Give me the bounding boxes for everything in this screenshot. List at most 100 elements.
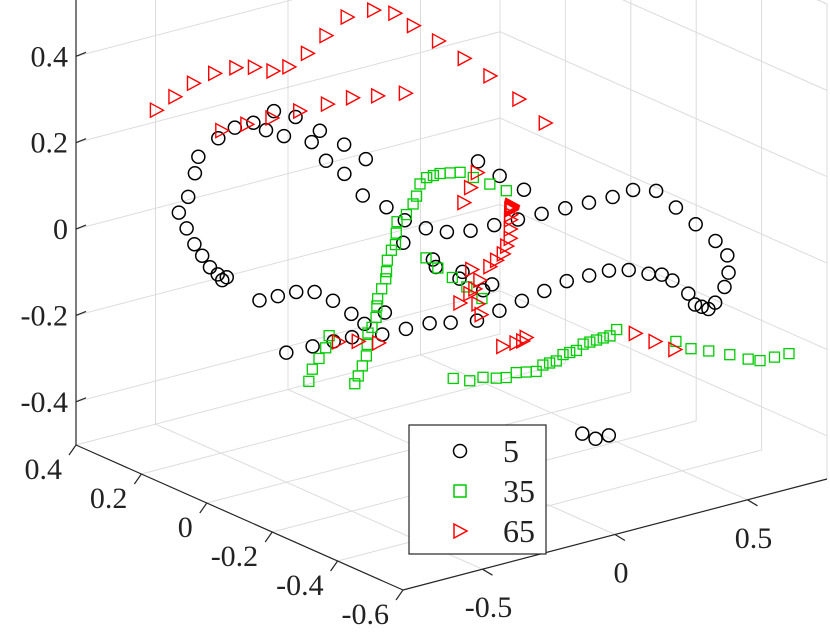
y-tick-mark — [614, 533, 626, 542]
x-tick-mark — [199, 502, 208, 514]
data-point-triangle — [351, 333, 367, 350]
x-tick-label: -0.6 — [342, 598, 390, 631]
data-point-square — [584, 336, 596, 348]
data-point-circle — [558, 201, 573, 216]
data-point-circle — [179, 221, 194, 236]
data-point-circle — [721, 265, 736, 280]
data-point-square — [370, 311, 382, 324]
z-tick-label: 0 — [53, 213, 68, 246]
data-point-triangle — [503, 230, 519, 247]
data-point-circle — [470, 154, 486, 169]
data-point-circle — [694, 299, 709, 315]
data-point-square — [371, 300, 383, 312]
data-point-circle — [534, 206, 549, 222]
data-point-square — [742, 353, 754, 365]
data-point-square — [543, 357, 556, 369]
data-point-circle — [246, 115, 261, 131]
data-point-triangle — [463, 285, 479, 302]
data-point-square — [557, 348, 569, 361]
data-point-circle — [601, 428, 617, 443]
data-point-square — [371, 293, 384, 305]
box-edge — [816, 0, 828, 5]
data-point-triangle — [406, 17, 422, 34]
data-point-circle — [486, 217, 502, 233]
x-tick-mark — [330, 560, 339, 572]
data-point-circle — [439, 224, 455, 240]
data-point-square — [754, 354, 766, 367]
data-point-triangle — [168, 88, 184, 105]
data-point-circle — [575, 426, 590, 441]
legend: 5 35 65 — [408, 424, 547, 555]
data-point-circle — [688, 217, 703, 232]
y-tick-label: 0 — [614, 557, 629, 590]
data-point-circle — [452, 271, 467, 286]
data-point-square — [389, 238, 402, 251]
data-point-square — [550, 355, 562, 367]
data-point-square — [477, 371, 489, 383]
data-point-circle — [717, 279, 732, 295]
y-tick-label: 0.5 — [735, 522, 773, 555]
data-point-square — [380, 266, 393, 278]
data-point-circle — [276, 128, 292, 144]
data-point-square — [476, 292, 488, 305]
data-point-triangle — [519, 329, 535, 346]
data-point-triangle — [496, 245, 512, 263]
data-point-square — [447, 372, 459, 385]
data-point-square — [414, 178, 426, 190]
x-tick-label: 0.4 — [25, 453, 63, 486]
data-point-circle — [211, 131, 226, 146]
data-point-square — [604, 330, 616, 342]
data-point-circle — [492, 168, 507, 184]
data-point-triangle — [371, 334, 388, 352]
data-point-square — [484, 178, 496, 190]
data-point-square — [724, 349, 736, 361]
data-point-square — [303, 375, 315, 387]
data-point-circle — [252, 293, 267, 308]
axis-layer — [68, 0, 828, 601]
data-point-square — [444, 167, 456, 179]
data-point-square — [570, 344, 583, 357]
data-point-square — [783, 347, 795, 360]
data-point-circle — [227, 120, 243, 135]
legend-marker-circle — [452, 443, 468, 459]
z-tick-label: 0.4 — [31, 40, 69, 73]
data-point-square — [349, 378, 361, 390]
data-point-square — [376, 283, 388, 295]
data-point-triangle — [505, 197, 521, 214]
data-point-circle — [215, 272, 230, 288]
data-point-triangle — [319, 27, 335, 44]
data-point-circle — [463, 223, 478, 238]
data-point-square — [362, 327, 374, 339]
y-tick-mark — [482, 568, 493, 576]
x-tick-mark — [395, 589, 404, 601]
legend-label-series-1: 5 — [503, 433, 519, 469]
data-point-triangle — [320, 95, 336, 113]
data-point-square — [391, 216, 403, 228]
data-point-triangle — [186, 75, 202, 92]
x-tick-mark — [264, 531, 273, 543]
data-point-triangle — [516, 332, 532, 350]
data-point-circle — [668, 200, 684, 215]
gridline-x — [141, 362, 566, 475]
data-point-triangle — [282, 58, 298, 76]
data-point-square — [590, 334, 603, 346]
data-point-circle — [708, 233, 723, 249]
data-point-triangle — [468, 280, 484, 298]
x-tick-label: -0.4 — [276, 569, 324, 602]
data-point-square — [420, 252, 432, 264]
data-point-square — [500, 185, 513, 197]
x-tick-label: -0.2 — [211, 540, 259, 573]
data-point-circle — [318, 153, 334, 169]
data-point-circle — [180, 189, 196, 205]
x-tick-label: 0.2 — [90, 482, 128, 515]
y-tick-mark — [747, 499, 758, 507]
series-35 — [303, 166, 795, 390]
data-point-circle — [484, 277, 500, 292]
data-point-triangle — [331, 333, 347, 351]
data-point-square — [564, 346, 576, 359]
gridline-x — [337, 449, 762, 562]
data-point-circle — [191, 149, 206, 165]
data-point-circle — [187, 236, 202, 252]
data-point-circle — [418, 221, 434, 236]
z-tick-mark — [75, 51, 87, 57]
